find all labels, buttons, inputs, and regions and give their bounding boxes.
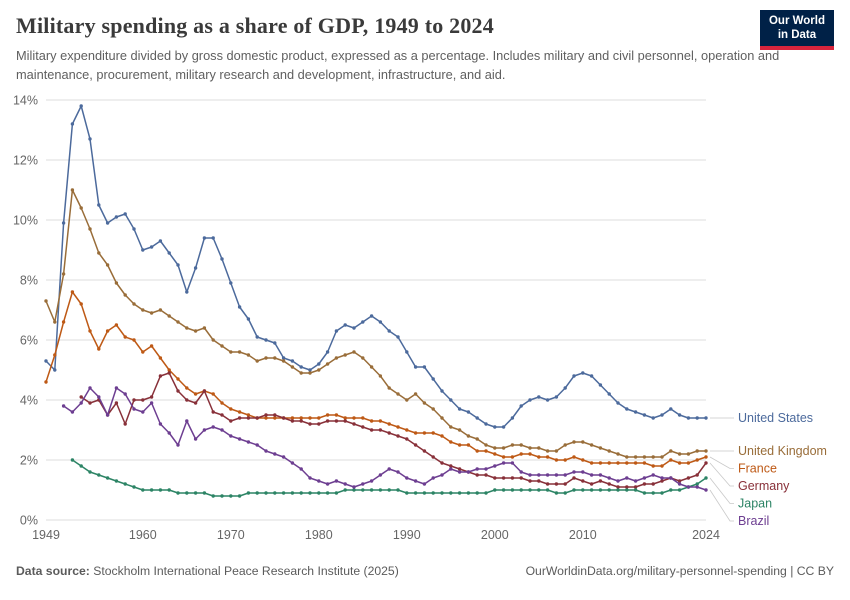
x-tick-label: 2010: [569, 528, 597, 542]
legend-connector: [709, 462, 734, 487]
x-tick-label: 1990: [393, 528, 421, 542]
owid-logo-line1: Our World: [768, 15, 825, 27]
y-tick-label: 2%: [20, 454, 38, 468]
legend-label-japan[interactable]: Japan: [738, 497, 772, 511]
owid-logo-line2: in Data: [777, 28, 817, 41]
series-united-kingdom[interactable]: [44, 188, 708, 459]
legend-label-united-kingdom[interactable]: United Kingdom: [738, 444, 827, 458]
series-united-states[interactable]: [44, 104, 708, 429]
y-tick-label: 6%: [20, 334, 38, 348]
legend-label-france[interactable]: France: [738, 462, 777, 476]
x-tick-label: 1949: [32, 528, 60, 542]
x-tick-label: 1970: [217, 528, 245, 542]
owid-logo[interactable]: Our World in Data: [759, 10, 834, 50]
footer-link[interactable]: OurWorldinData.org/military-personnel-sp…: [525, 564, 834, 579]
x-tick-label: 2024: [692, 528, 720, 542]
chart-header: Military spending as a share of GDP, 194…: [0, 0, 850, 84]
chart-title: Military spending as a share of GDP, 194…: [16, 13, 494, 38]
chart-footer: Data source: Stockholm International Pea…: [0, 554, 850, 578]
chart-subtitle: Military expenditure divided by gross do…: [16, 48, 780, 82]
legend-connector: [709, 456, 734, 469]
data-source-label: Data source:: [16, 564, 90, 579]
series-brazil[interactable]: [61, 386, 708, 492]
x-tick-label: 1960: [129, 528, 157, 542]
y-tick-label: 0%: [20, 514, 38, 528]
legend-label-germany[interactable]: Germany: [738, 479, 790, 493]
military-spending-line-chart[interactable]: 0% 2% 4% 6% 8% 10% 12% 14% 1949 1960 1970 1980 1990 2…: [0, 84, 850, 554]
y-tick-label: 14%: [13, 94, 38, 108]
y-tick-label: 12%: [13, 154, 38, 168]
data-source-name[interactable]: Stockholm International Peace Research I…: [93, 564, 399, 579]
legend-connector: [709, 477, 734, 504]
y-tick-label: 8%: [20, 274, 38, 288]
series-japan[interactable]: [70, 458, 708, 498]
x-tick-label: 2000: [481, 528, 509, 542]
x-tick-label: 1980: [305, 528, 333, 542]
series-germany[interactable]: [79, 371, 708, 489]
legend-label-brazil[interactable]: Brazil: [738, 514, 769, 528]
legend-connector: [709, 489, 734, 522]
y-tick-label: 10%: [13, 214, 38, 228]
legend-label-united-states[interactable]: United States: [738, 411, 813, 425]
series-france[interactable]: [44, 290, 708, 468]
data-source: Data source: Stockholm International Pea…: [16, 564, 399, 578]
y-tick-label: 4%: [20, 394, 38, 408]
